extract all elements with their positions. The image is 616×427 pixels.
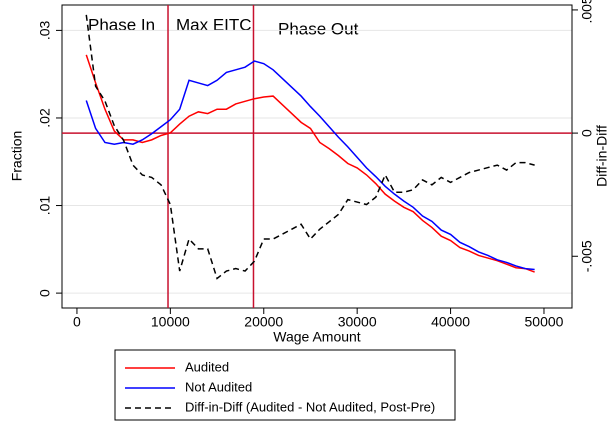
y2-tick-label: .005 <box>579 0 595 24</box>
legend-label: Diff-in-Diff (Audited - Not Audited, Pos… <box>185 399 435 414</box>
y-tick-label: .02 <box>37 108 53 128</box>
legend-label: Not Audited <box>185 379 252 394</box>
y-tick-label: .03 <box>37 20 53 40</box>
y-tick-label: .01 <box>37 196 53 216</box>
x-tick-label: 20000 <box>244 314 283 330</box>
series-line <box>85 54 535 273</box>
y2-tick-label: 0 <box>579 129 595 137</box>
x-tick-label: 10000 <box>151 314 190 330</box>
x-tick-label: 0 <box>73 314 81 330</box>
y2-tick-label: -.005 <box>579 240 595 272</box>
x-tick-label: 40000 <box>431 314 470 330</box>
annotation: Max EITC <box>176 15 252 34</box>
plot-frame <box>61 4 573 309</box>
series-line <box>85 14 535 280</box>
y-tick-label: 0 <box>37 289 53 297</box>
x-tick-label: 30000 <box>338 314 377 330</box>
y2-axis-label: Diff-in-Diff <box>594 125 610 187</box>
legend-label: Audited <box>185 359 229 374</box>
x-axis-label: Wage Amount <box>273 329 361 345</box>
series-line <box>85 60 535 271</box>
legend-box <box>114 349 456 421</box>
annotation: Phase Out <box>278 19 359 38</box>
x-tick-label: 50000 <box>525 314 564 330</box>
y-axis-label: Fraction <box>9 131 25 182</box>
annotation: Phase In <box>88 15 155 34</box>
